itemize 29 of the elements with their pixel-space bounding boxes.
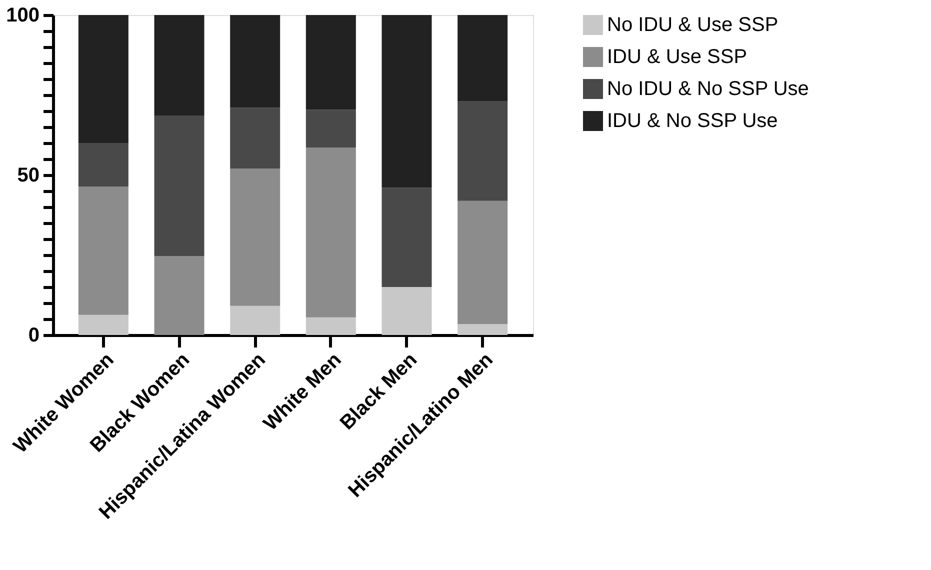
bar	[230, 168, 280, 306]
bar	[382, 188, 432, 287]
bar	[382, 287, 432, 335]
bar	[306, 15, 356, 110]
bar	[154, 115, 204, 256]
bar	[78, 314, 128, 335]
legend-label: No IDU & Use SSP	[607, 14, 778, 36]
bar	[78, 15, 128, 144]
bar	[458, 101, 508, 201]
bar	[154, 256, 204, 335]
legend-label: IDU & Use SSP	[607, 46, 748, 68]
legend-label: IDU & No SSP Use	[607, 110, 778, 132]
y-tick-label: 50	[17, 164, 40, 186]
bar	[458, 324, 508, 335]
y-tick-label: 0	[28, 324, 40, 346]
bar	[306, 110, 356, 148]
bar	[458, 15, 508, 102]
bar	[306, 317, 356, 335]
bar	[382, 15, 432, 188]
legend-label: No IDU & No SSP Use	[607, 78, 809, 100]
bar	[154, 15, 204, 116]
bar	[306, 147, 356, 318]
bar	[230, 108, 280, 169]
bar	[78, 186, 128, 315]
bar	[230, 15, 280, 108]
bar	[230, 306, 280, 335]
bar	[458, 200, 508, 324]
bar	[78, 143, 128, 187]
y-tick-label: 100	[6, 4, 40, 26]
